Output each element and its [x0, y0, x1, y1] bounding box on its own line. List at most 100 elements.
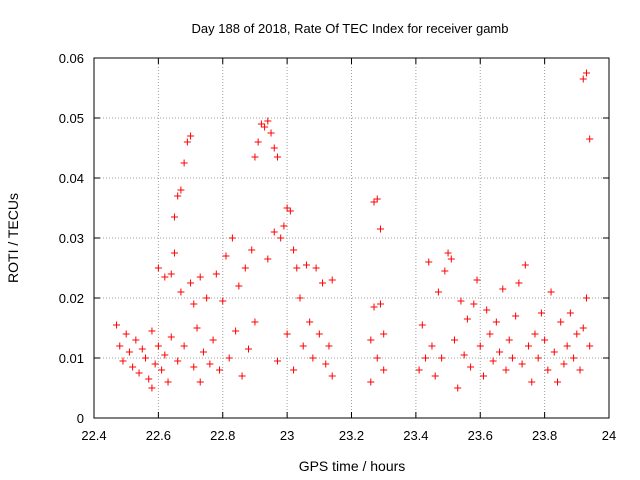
data-point — [264, 255, 272, 263]
data-point — [328, 276, 336, 284]
data-point — [473, 276, 481, 284]
data-point — [486, 330, 494, 338]
data-point — [479, 372, 487, 380]
x-tick-label: 23.8 — [532, 428, 557, 443]
y-tick-label: 0.06 — [59, 51, 84, 66]
data-point — [270, 144, 278, 152]
data-point — [212, 270, 220, 278]
data-point — [209, 336, 217, 344]
data-point — [183, 138, 191, 146]
data-points — [113, 69, 594, 392]
data-point — [444, 249, 452, 257]
data-point — [251, 318, 259, 326]
data-point — [370, 303, 378, 311]
data-point — [161, 351, 169, 359]
data-point — [264, 117, 272, 125]
data-point — [483, 306, 491, 314]
data-point — [154, 342, 162, 350]
data-point — [499, 285, 507, 293]
data-point — [328, 372, 336, 380]
data-point — [273, 153, 281, 161]
data-point — [196, 273, 204, 281]
data-point — [187, 132, 195, 140]
x-tick-label: 23.2 — [339, 428, 364, 443]
data-point — [148, 384, 156, 392]
data-point — [370, 198, 378, 206]
data-point — [508, 354, 516, 362]
data-point — [129, 363, 137, 371]
y-tick-label: 0.05 — [59, 111, 84, 126]
data-point — [177, 186, 185, 194]
data-point — [576, 366, 584, 374]
y-tick-label: 0.01 — [59, 351, 84, 366]
data-point — [267, 129, 275, 137]
data-point — [116, 342, 124, 350]
data-point — [515, 279, 523, 287]
data-point — [161, 273, 169, 281]
data-point — [376, 300, 384, 308]
data-point — [170, 249, 178, 257]
data-point — [273, 357, 281, 365]
data-point — [180, 342, 188, 350]
data-point — [418, 321, 426, 329]
data-point — [261, 123, 269, 131]
data-point — [319, 279, 327, 287]
data-point — [193, 324, 201, 332]
data-point — [228, 234, 236, 242]
data-point — [322, 360, 330, 368]
data-point — [438, 354, 446, 362]
data-point — [376, 225, 384, 233]
data-point — [241, 264, 249, 272]
y-axis-label: ROTI / TECUs — [5, 193, 21, 283]
data-point — [367, 378, 375, 386]
data-point — [225, 354, 233, 362]
y-tick-label: 0.03 — [59, 231, 84, 246]
data-point — [373, 354, 381, 362]
data-point — [560, 360, 568, 368]
data-point — [190, 363, 198, 371]
data-point — [447, 255, 455, 263]
data-point — [454, 384, 462, 392]
data-point — [135, 369, 143, 377]
data-point — [312, 264, 320, 272]
data-point — [496, 348, 504, 356]
x-axis-label: GPS time / hours — [299, 458, 406, 474]
x-tick-label: 23 — [280, 428, 294, 443]
data-point — [531, 330, 539, 338]
chart-title: Day 188 of 2018, Rate Of TEC Index for r… — [192, 21, 509, 36]
x-tick-label: 23.6 — [468, 428, 493, 443]
data-point — [187, 279, 195, 287]
data-point — [203, 294, 211, 302]
data-point — [373, 195, 381, 203]
data-point — [174, 192, 182, 200]
data-point — [222, 252, 230, 260]
data-point — [528, 378, 536, 386]
x-tick-label: 22.6 — [146, 428, 171, 443]
data-point — [367, 336, 375, 344]
data-point — [306, 318, 314, 326]
data-point — [566, 309, 574, 317]
data-point — [190, 300, 198, 308]
data-point — [492, 318, 500, 326]
data-point — [257, 120, 265, 128]
data-point — [177, 288, 185, 296]
y-tick-label: 0.04 — [59, 171, 84, 186]
data-point — [170, 213, 178, 221]
data-point — [296, 294, 304, 302]
data-point — [550, 348, 558, 356]
data-point — [573, 330, 581, 338]
x-tick-label: 22.4 — [81, 428, 106, 443]
data-point — [235, 282, 243, 290]
grid-lines — [94, 58, 609, 418]
data-point — [125, 348, 133, 356]
data-point — [286, 207, 294, 215]
data-point — [199, 348, 207, 356]
data-point — [232, 327, 240, 335]
data-point — [451, 336, 458, 344]
data-point — [280, 222, 288, 230]
data-point — [570, 354, 578, 362]
data-point — [290, 366, 298, 374]
x-tick-label: 22.8 — [210, 428, 235, 443]
y-tick-label: 0.02 — [59, 291, 84, 306]
